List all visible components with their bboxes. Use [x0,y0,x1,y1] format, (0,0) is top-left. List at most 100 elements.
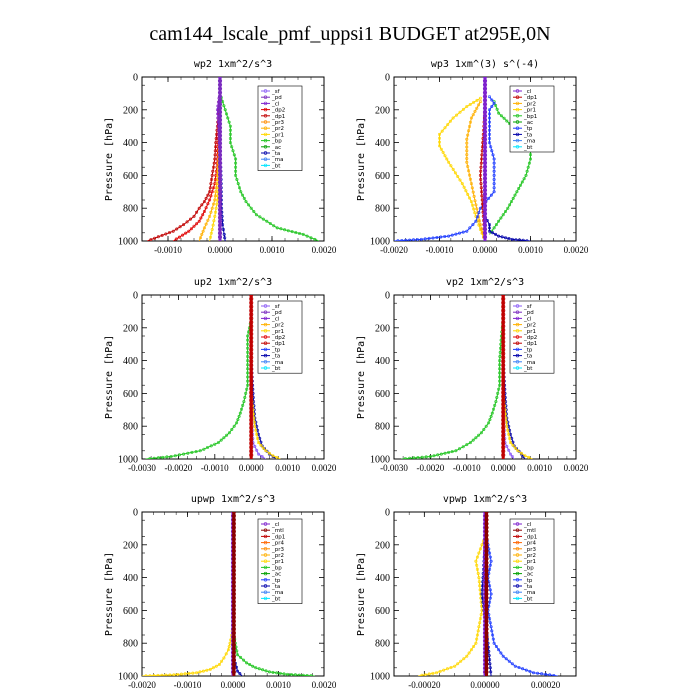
data-point [498,379,502,383]
data-point [482,129,488,134]
data-point [498,383,502,387]
data-point [540,672,544,676]
data-point [484,634,489,640]
legend-label: _dp1 [523,534,537,540]
data-point [478,96,482,100]
data-point [279,227,283,231]
data-point [482,121,488,126]
data-point [297,673,301,676]
data-point [200,232,204,236]
data-point [494,232,498,236]
data-point [484,512,489,515]
data-point [465,160,469,164]
x-tick-label: 0.0020 [564,245,589,255]
data-point [228,641,232,645]
data-point [173,454,177,458]
data-point [484,607,489,612]
legend-label: _bp [271,565,282,571]
data-point [491,231,495,235]
data-point [487,112,491,116]
data-point [491,637,495,641]
data-point [442,668,446,672]
data-point [477,625,481,629]
legend-marker [515,565,520,570]
data-point [507,659,511,663]
data-point [236,418,240,422]
data-point [261,446,265,450]
data-point [245,387,249,391]
data-point [438,669,442,673]
data-point [434,671,438,675]
data-point [461,445,465,449]
data-point [510,237,514,241]
legend-label: _ta [523,132,532,138]
x-tick-label: 0.00000 [470,680,500,690]
legend-label: _pd [271,95,282,101]
data-point [201,669,205,673]
legend-marker [263,584,268,588]
data-point [234,157,238,161]
legend-marker [515,540,520,545]
data-point [249,320,254,325]
data-point [247,203,251,207]
data-point [465,149,469,153]
data-point [412,456,416,459]
data-point [148,457,152,459]
data-point [482,231,488,236]
data-point [480,198,484,202]
data-point [186,451,190,455]
data-point [475,563,479,567]
data-point [469,116,473,120]
data-point [508,428,512,432]
data-point [482,77,488,80]
data-point [217,109,223,115]
legend-label: _pd [271,310,282,316]
data-point [217,160,223,165]
data-point [217,203,223,208]
data-point [482,109,488,115]
legend-marker [263,335,268,339]
figure-title: cam144_lscale_pmf_uppsi1 BUDGET at295E,0… [149,23,550,45]
y-tick-label: 0 [133,73,138,84]
data-point [467,196,471,200]
x-tick-label: 0.0000 [239,463,264,473]
y-tick-label: 0 [133,291,138,302]
data-point [231,572,236,577]
data-point [479,161,483,165]
legend-label: _ma [271,157,283,163]
panel-4: upwp 1xm^2/s^3 0 200 400 600 800 1000-0.0020 -0… [104,494,337,690]
data-point [235,649,239,653]
data-point [465,145,469,149]
data-point [477,551,481,555]
legend-marker [263,151,268,155]
data-point [447,234,451,238]
data-point [482,160,488,165]
data-point [223,236,227,240]
data-point [234,169,238,173]
legend-marker [515,522,520,526]
data-point [482,141,488,146]
data-point [490,629,494,633]
data-point [491,153,495,157]
data-point [472,194,476,198]
data-point [217,149,223,154]
data-point [202,447,206,451]
legend-label: _ac [523,572,533,578]
legend-label: _dp1 [271,534,285,540]
data-point [460,182,464,186]
data-point [498,363,502,367]
data-point [231,642,236,647]
data-point [488,418,492,422]
data-point [506,206,510,210]
data-point [521,667,525,671]
data-point [487,108,491,112]
data-point [475,633,479,637]
data-point [212,165,216,169]
data-point [214,137,218,141]
data-point [484,568,489,573]
data-point [471,438,475,442]
data-point [456,175,460,179]
legend-marker [515,360,520,364]
legend-label: _bp [523,565,534,571]
